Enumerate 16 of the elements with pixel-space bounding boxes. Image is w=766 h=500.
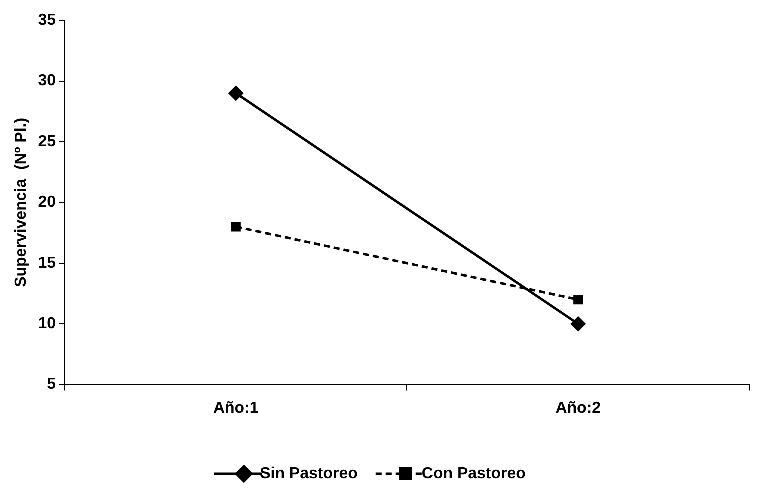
y-tick-label: 5 bbox=[47, 376, 56, 394]
legend-label: Sin Pastoreo bbox=[260, 465, 358, 482]
y-axis-title: Supervivencia (Nº Pl.) bbox=[13, 118, 30, 288]
y-tick-label: 25 bbox=[38, 133, 56, 150]
x-tick-label: Año:1 bbox=[213, 400, 259, 417]
point bbox=[228, 86, 244, 101]
y-tick-label: 10 bbox=[38, 316, 56, 333]
y-tick-label: 20 bbox=[38, 194, 56, 212]
point bbox=[574, 295, 584, 305]
y-tick-label: 15 bbox=[38, 254, 56, 272]
legend-label: Con Pastoreo bbox=[422, 465, 526, 482]
y-tick-label: 30 bbox=[38, 72, 56, 90]
point bbox=[231, 222, 241, 232]
point bbox=[571, 316, 586, 332]
y-tick-label: 35 bbox=[38, 12, 56, 30]
x-tick-label: Año:2 bbox=[556, 400, 602, 417]
